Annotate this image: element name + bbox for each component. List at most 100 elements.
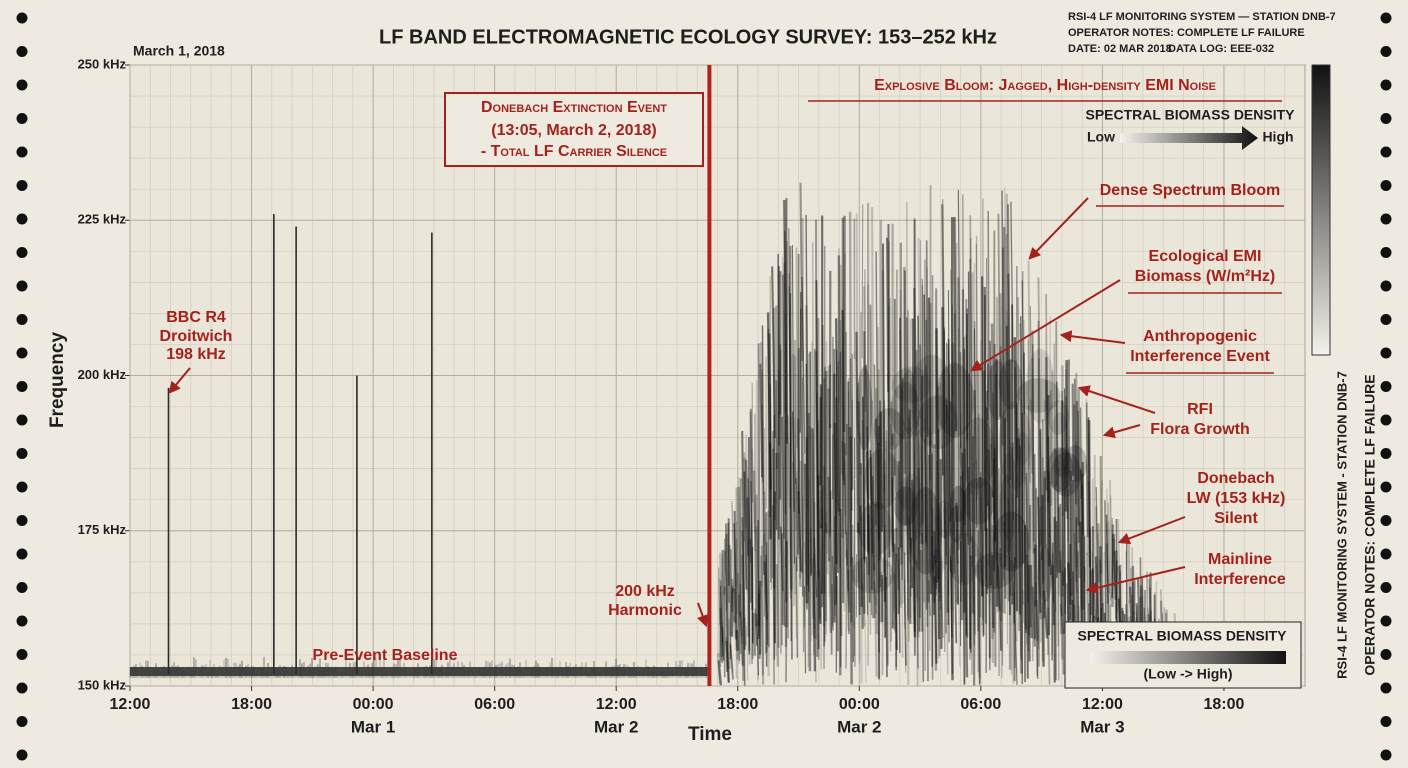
legend-range: (Low -> High): [1143, 666, 1232, 682]
annotation: Anthropogenic: [1143, 328, 1257, 345]
legend-arrow: [1120, 126, 1258, 150]
noise-texture: [875, 418, 880, 541]
noise-texture: [779, 526, 784, 592]
noise-texture: [999, 548, 1003, 652]
noise-texture: [1003, 226, 1007, 599]
noise-texture: [741, 530, 745, 681]
noise-texture: [915, 421, 920, 638]
date-tick-label: Mar 1: [351, 717, 395, 736]
noise-texture: [1065, 396, 1068, 520]
noise-blotch: [959, 417, 997, 490]
noise-blotch: [864, 448, 900, 510]
noise-texture: [739, 607, 743, 637]
noise-texture: [943, 327, 947, 565]
noise-texture: [951, 367, 955, 624]
noise-texture: [930, 398, 932, 514]
noise-texture: [743, 471, 748, 590]
noise-texture: [807, 413, 812, 672]
arrow: [1077, 385, 1156, 414]
noise-texture: [777, 369, 781, 500]
hole: [1380, 314, 1392, 325]
noise-blotch: [858, 501, 892, 557]
arrow: [1028, 197, 1089, 260]
noise-blotch: [1055, 447, 1072, 479]
noise-texture: [997, 565, 1001, 611]
noise-texture: [855, 213, 860, 584]
legend-high: High: [1262, 129, 1293, 145]
annotation: Droitwich: [160, 328, 233, 345]
noise-texture: [1024, 525, 1027, 634]
noise-texture: [1093, 588, 1097, 621]
noise-texture: [851, 557, 855, 663]
noise-texture: [1015, 403, 1018, 568]
hole: [16, 213, 28, 225]
noise-texture: [1111, 533, 1114, 598]
noise-texture: [1148, 578, 1151, 626]
arrow: [1059, 330, 1126, 344]
noise-texture: [805, 437, 809, 586]
noise-texture: [945, 399, 948, 556]
noise-texture: [1077, 410, 1081, 578]
noise-texture: [759, 363, 763, 478]
hole: [1380, 414, 1392, 426]
hole: [1380, 180, 1392, 191]
noise-texture: [927, 297, 933, 595]
hole: [1380, 515, 1392, 526]
hole: [1380, 682, 1392, 694]
noise-texture: [1053, 448, 1058, 681]
baseline-band: [130, 667, 710, 676]
noise-texture: [1011, 448, 1015, 521]
noise-texture: [795, 478, 798, 572]
y-tick-label: 225 kHz: [78, 212, 127, 227]
colorbar: [1311, 64, 1331, 356]
noise-texture: [1028, 399, 1032, 550]
noise-texture: [1149, 587, 1153, 627]
noise-blotch: [974, 552, 1016, 589]
noise-texture: [799, 460, 802, 579]
noise-blotch: [934, 500, 955, 539]
noise-texture: [927, 580, 932, 616]
noise-texture: [1013, 557, 1016, 624]
noise-texture: [915, 349, 918, 603]
noise-texture: [907, 407, 910, 531]
noise-texture: [995, 296, 999, 613]
noise-texture: [1025, 554, 1029, 679]
noise-texture: [891, 477, 895, 553]
noise-texture: [893, 528, 897, 633]
noise-texture: [868, 502, 872, 635]
noise-texture: [857, 521, 861, 664]
x-tick-label: 06:00: [474, 696, 515, 713]
noise-texture: [871, 400, 876, 576]
noise-texture: [828, 558, 830, 597]
noise-texture: [803, 542, 808, 597]
side-note: RSI-4 LF MONITORING SYSTEM - STATION DNB…: [1334, 371, 1349, 679]
noise-texture: [993, 343, 997, 667]
noise-texture: [797, 254, 800, 555]
noise-texture: [1017, 428, 1021, 632]
noise-texture: [1073, 378, 1077, 505]
noise-texture: [967, 482, 971, 649]
noise-texture: [893, 543, 899, 651]
hole: [16, 682, 28, 694]
noise-texture: [911, 479, 916, 632]
noise-texture: [741, 554, 745, 667]
noise-texture: [903, 552, 907, 666]
noise-texture: [775, 380, 780, 648]
hole: [16, 314, 28, 325]
noise-texture: [915, 560, 919, 669]
noise-texture: [812, 242, 815, 656]
noise-blotch: [999, 474, 1014, 558]
noise-texture: [848, 427, 853, 685]
noise-texture: [1023, 319, 1026, 485]
noise-texture: [1035, 582, 1039, 680]
noise-texture: [961, 452, 966, 613]
hole: [16, 180, 28, 191]
noise-texture: [851, 353, 854, 490]
noise-texture: [769, 334, 773, 579]
noise-texture: [781, 416, 786, 627]
date-tick-label: Mar 3: [1080, 717, 1124, 736]
noise-texture: [1017, 297, 1020, 534]
noise-texture: [811, 428, 817, 672]
noise-texture: [971, 462, 976, 635]
hole: [1380, 46, 1392, 57]
